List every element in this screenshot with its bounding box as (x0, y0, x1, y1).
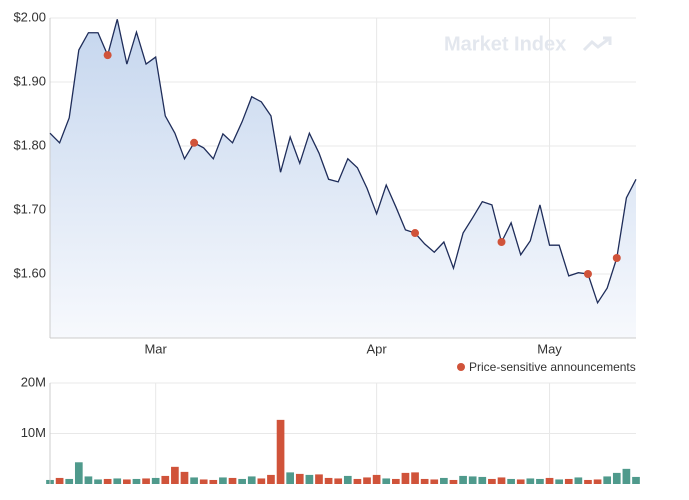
price-area (50, 19, 636, 339)
volume-bar (593, 479, 602, 484)
volume-bar (151, 477, 160, 484)
volume-bar (219, 477, 227, 484)
volume-bar (171, 466, 179, 484)
volume-bar (536, 478, 544, 484)
volume-bar (190, 477, 198, 484)
volume-bar (247, 476, 256, 484)
volume-bar (103, 478, 112, 484)
volume-bar (55, 477, 64, 484)
x-tick-label: Apr (367, 341, 388, 356)
volume-bar (401, 472, 410, 484)
volume-bar (440, 477, 448, 484)
watermark-icon (582, 36, 611, 52)
announcement-marker (190, 138, 199, 147)
volume-bar (267, 474, 275, 484)
y-tick-label: $1.70 (13, 201, 46, 216)
volume-bar (199, 479, 208, 484)
volume-bar (391, 478, 400, 484)
y-tick-label: 10M (21, 425, 46, 440)
volume-bar (564, 478, 573, 484)
price-line (49, 19, 637, 305)
watermark: Market Index (444, 33, 612, 55)
volume-bar (526, 478, 535, 484)
volume-bar (132, 478, 141, 484)
volume-bar (142, 478, 150, 484)
volume-bar (555, 479, 563, 484)
volume-bar (286, 472, 295, 484)
volume-bar (507, 478, 515, 484)
volume-bar (382, 478, 391, 484)
volume-bar (363, 477, 371, 484)
volume-bar (574, 477, 583, 484)
volume-bar (584, 479, 592, 484)
volume-bar (468, 476, 477, 484)
volume-bar (228, 477, 237, 484)
volume-bar (276, 419, 285, 484)
volume-bar (372, 474, 381, 484)
volume-bar (353, 478, 362, 484)
legend-marker (457, 363, 465, 371)
x-tick-label: Mar (144, 341, 167, 356)
announcement-marker (583, 270, 592, 278)
volume-bar (632, 476, 640, 484)
x-tick-label: May (537, 341, 562, 356)
volume-bar (334, 478, 343, 484)
volume-bar (324, 477, 333, 484)
y-tick-label: $2.00 (13, 9, 46, 24)
volume-bar (612, 472, 621, 484)
volume-bar (209, 479, 218, 484)
volume-bar (420, 478, 429, 484)
volume-bar (161, 475, 170, 484)
volume-bar (315, 474, 323, 484)
volume-bar (74, 462, 83, 484)
volume-bar (113, 478, 122, 484)
volume-bar (411, 472, 419, 484)
volume-bar (65, 478, 74, 484)
volume-bar (622, 468, 631, 484)
volume-bar (603, 476, 612, 484)
volume-bar (497, 477, 506, 484)
announcement-marker (612, 254, 621, 262)
volume-bar (343, 475, 352, 484)
volume-bar (430, 479, 439, 484)
y-tick-label: $1.80 (13, 137, 46, 152)
volume-bar (123, 479, 131, 484)
legend-label: Price-sensitive announcements (469, 360, 636, 374)
volume-bar (295, 473, 304, 484)
y-tick-label: $1.90 (13, 73, 46, 88)
announcement-marker (103, 51, 112, 60)
volume-bar (545, 477, 554, 484)
volume-bar (180, 471, 189, 484)
watermark-icon (603, 36, 612, 45)
announcement-marker (411, 229, 420, 238)
volume-bar (257, 478, 266, 484)
volume-bar (238, 478, 246, 484)
watermark-text: Market Index (444, 33, 566, 55)
volume-bar (478, 476, 487, 484)
volume-bar (488, 478, 496, 484)
volume-bar (449, 479, 458, 484)
y-tick-label: 20M (21, 374, 46, 389)
y-tick-label: $1.60 (13, 265, 46, 280)
announcement-marker (497, 238, 506, 246)
volume-bar (84, 476, 93, 484)
volume-bar (94, 479, 102, 484)
volume-bar (516, 479, 525, 484)
volume-bar (305, 474, 314, 484)
volume-bar (459, 475, 467, 484)
